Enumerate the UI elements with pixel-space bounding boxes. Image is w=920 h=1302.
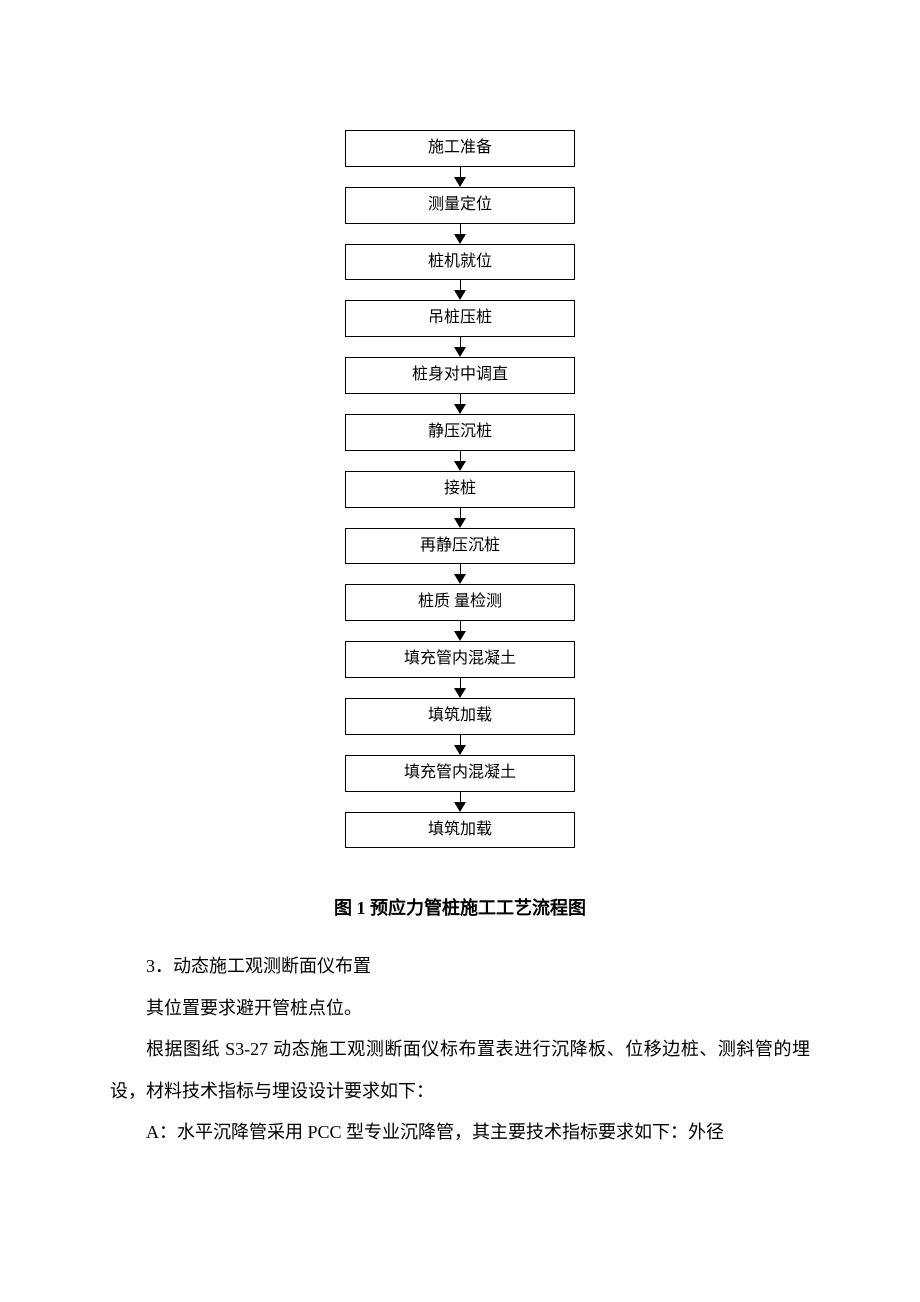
flowchart: 施工准备 测量定位 桩机就位 吊桩压桩 桩身对中调直 静压沉桩 接桩 再静压沉桩… [110, 130, 810, 848]
figure-caption: 图 1 预应力管桩施工工艺流程图 [110, 894, 810, 920]
flow-step-10: 填充管内混凝土 [345, 641, 575, 678]
arrow-icon [454, 678, 466, 698]
flow-step-7: 接桩 [345, 471, 575, 508]
flow-step-2: 测量定位 [345, 187, 575, 224]
arrow-icon [454, 224, 466, 244]
flow-step-8: 再静压沉桩 [345, 528, 575, 565]
flow-step-13: 填筑加载 [345, 812, 575, 849]
arrow-icon [454, 451, 466, 471]
paragraph: 其位置要求避开管桩点位。 [110, 988, 810, 1029]
page: 施工准备 测量定位 桩机就位 吊桩压桩 桩身对中调直 静压沉桩 接桩 再静压沉桩… [0, 0, 920, 1233]
paragraph: 根据图纸 S3-27 动态施工观测断面仪标布置表进行沉降板、位移边桩、测斜管的埋… [110, 1029, 810, 1112]
flow-step-3: 桩机就位 [345, 244, 575, 281]
flow-step-11: 填筑加载 [345, 698, 575, 735]
flow-step-1: 施工准备 [345, 130, 575, 167]
flow-step-5: 桩身对中调直 [345, 357, 575, 394]
arrow-icon [454, 167, 466, 187]
arrow-icon [454, 508, 466, 528]
flow-step-6: 静压沉桩 [345, 414, 575, 451]
body-text: 3．动态施工观测断面仪布置 其位置要求避开管桩点位。 根据图纸 S3-27 动态… [110, 946, 810, 1153]
paragraph: A：水平沉降管采用 PCC 型专业沉降管，其主要技术指标要求如下：外径 [110, 1112, 810, 1153]
paragraph-heading: 3．动态施工观测断面仪布置 [110, 946, 810, 987]
flow-step-9: 桩质 量检测 [345, 584, 575, 621]
arrow-icon [454, 735, 466, 755]
arrow-icon [454, 564, 466, 584]
flow-step-4: 吊桩压桩 [345, 300, 575, 337]
flow-step-12: 填充管内混凝土 [345, 755, 575, 792]
arrow-icon [454, 280, 466, 300]
arrow-icon [454, 394, 466, 414]
arrow-icon [454, 792, 466, 812]
arrow-icon [454, 337, 466, 357]
arrow-icon [454, 621, 466, 641]
